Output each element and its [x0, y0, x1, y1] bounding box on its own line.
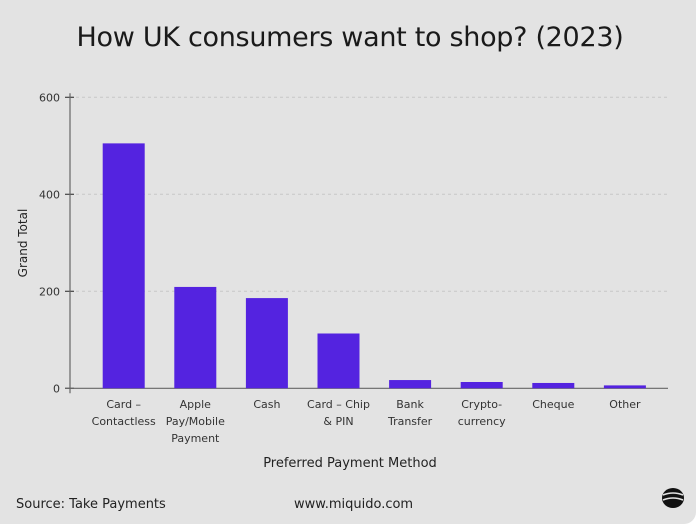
bar [174, 286, 217, 389]
x-tick-label: currency [458, 415, 506, 428]
bar [317, 333, 360, 389]
x-tick-label: Contactless [92, 415, 156, 428]
bar [102, 143, 145, 389]
y-axis-label: Grand Total [16, 209, 30, 278]
x-tick-label: Card – Chip [307, 398, 370, 411]
x-tick-label: Other [609, 398, 641, 411]
x-tick-label: Card – [106, 398, 141, 411]
bar [245, 298, 288, 389]
chart-title: How UK consumers want to shop? (2023) [76, 22, 624, 53]
x-tick-label: Pay/Mobile [166, 415, 225, 428]
y-tick-label: 0 [53, 382, 60, 395]
x-axis-label: Preferred Payment Method [263, 456, 437, 471]
bar [532, 382, 575, 389]
x-tick-label: Payment [171, 432, 220, 445]
x-tick-label: Crypto- [461, 398, 502, 411]
x-tick-label: Apple [180, 398, 212, 411]
y-tick-label: 400 [39, 188, 60, 201]
x-tick-label: Cheque [532, 398, 574, 411]
bar [603, 385, 646, 389]
x-tick-label: & PIN [323, 415, 353, 428]
x-tick-label: Cash [253, 398, 280, 411]
miquido-logo-icon [660, 485, 686, 515]
x-tick-label: Bank [396, 398, 424, 411]
source-text: Source: Take Payments [16, 497, 166, 512]
y-tick-label: 600 [39, 91, 60, 104]
bar [460, 381, 503, 389]
y-tick-label: 200 [39, 285, 60, 298]
website-link[interactable]: www.miquido.com [294, 497, 414, 512]
x-tick-label: Transfer [387, 415, 433, 428]
bar [389, 380, 432, 389]
